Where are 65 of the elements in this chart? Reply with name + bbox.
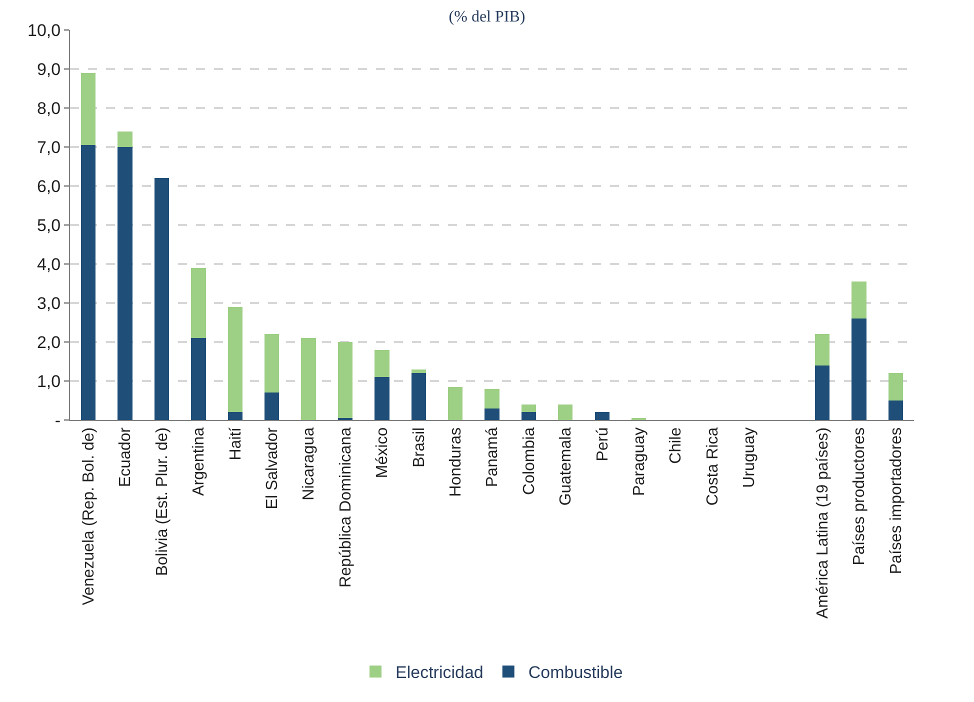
bar xyxy=(521,412,536,420)
y-tick-label: 6,0 xyxy=(36,176,61,196)
x-tick-label: Venezuela (Rep. Bol. de) xyxy=(80,427,98,606)
bar xyxy=(852,318,866,420)
y-tick-label: 1,0 xyxy=(36,372,61,391)
y-tick-label: 3,0 xyxy=(36,294,61,313)
x-tick-label: El Salvador xyxy=(264,426,282,510)
bar xyxy=(191,268,206,338)
bar xyxy=(374,350,390,378)
bar xyxy=(484,408,500,420)
x-tick-label: Nicaragua xyxy=(300,427,318,500)
bar xyxy=(852,282,866,319)
x-tick-label: Honduras xyxy=(448,427,464,497)
bar xyxy=(191,338,206,420)
bar xyxy=(118,147,132,420)
y-tick-label: 2,0 xyxy=(36,332,61,352)
bar xyxy=(118,131,132,147)
legend-label: Electricidad xyxy=(396,663,484,682)
x-tick-label: Bolivia (Est. Plur. de) xyxy=(154,427,171,576)
x-tick-label: Paraguay xyxy=(630,427,648,496)
y-tick-label: 8,0 xyxy=(36,98,61,118)
bar xyxy=(558,404,573,420)
y-tick-label: 10,0 xyxy=(28,20,61,40)
y-tick-label: 5,0 xyxy=(36,216,61,235)
x-tick-label: Haití xyxy=(227,426,244,460)
bar xyxy=(374,377,390,420)
x-tick-label: Colombia xyxy=(520,427,538,495)
x-tick-label: Países importadores xyxy=(888,427,905,574)
bar xyxy=(411,373,426,420)
bar xyxy=(338,342,353,418)
bar xyxy=(888,373,903,400)
bar xyxy=(228,306,242,412)
x-tick-label: Panamá xyxy=(484,427,502,487)
x-tick-label: Uruguay xyxy=(741,427,758,488)
x-tick-label: Argentina xyxy=(190,427,208,496)
y-tick-label: 4,0 xyxy=(36,254,61,274)
bar xyxy=(301,338,316,420)
bar xyxy=(814,365,830,420)
x-tick-label: México xyxy=(374,427,392,478)
bar xyxy=(228,412,242,420)
y-tick-label: - xyxy=(54,410,61,430)
bar xyxy=(448,386,463,420)
chart-subtitle: (% del PIB) xyxy=(448,8,526,26)
x-tick-label: Perú xyxy=(594,427,612,462)
x-tick-label: Países productores xyxy=(851,427,868,566)
bar xyxy=(484,388,500,408)
x-tick-label: Chile xyxy=(668,427,685,464)
legend-label: Combustible xyxy=(528,663,623,682)
bar xyxy=(81,145,96,420)
bar xyxy=(264,334,280,393)
bar xyxy=(594,412,610,420)
x-tick-label: Costa Rica xyxy=(704,427,722,506)
bar xyxy=(154,178,170,420)
x-tick-label: América Latina (19 países) xyxy=(814,427,832,619)
bar xyxy=(814,334,830,366)
bar xyxy=(888,400,903,420)
x-tick-label: Guatemala xyxy=(558,427,575,506)
bar xyxy=(521,404,536,412)
x-tick-label: Ecuador xyxy=(117,426,134,487)
bar xyxy=(264,392,280,420)
bar xyxy=(81,72,96,146)
y-tick-label: 9,0 xyxy=(36,60,61,79)
y-tick-label: 7,0 xyxy=(36,138,61,157)
x-tick-label: República Dominicana xyxy=(337,427,354,588)
x-tick-label: Brasil xyxy=(410,427,428,468)
